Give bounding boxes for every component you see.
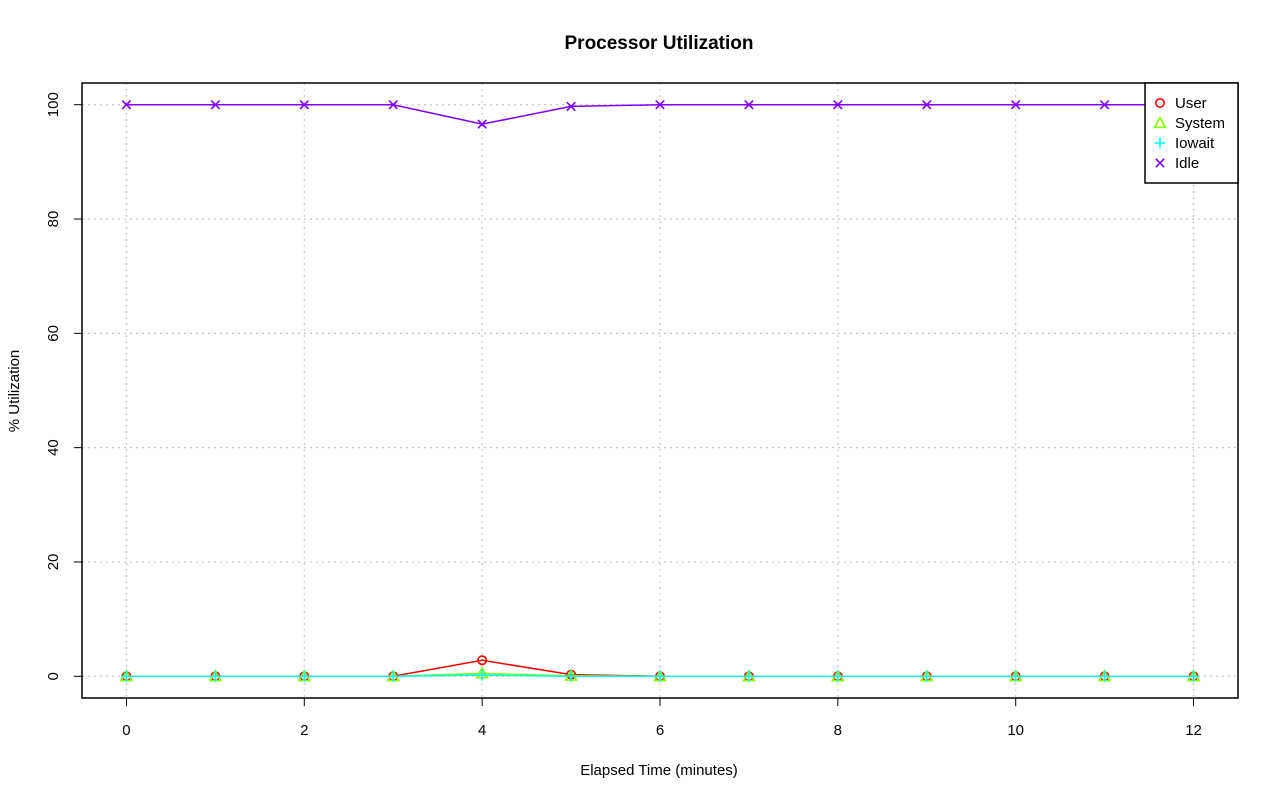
legend-marker-iowait: [1154, 137, 1166, 149]
x-tick-label: 4: [478, 722, 486, 739]
data-point-idle: [655, 99, 665, 110]
x-axis-label: Elapsed Time (minutes): [580, 762, 738, 779]
y-tick-label: 20: [45, 554, 62, 571]
x-tick-label: 6: [656, 722, 664, 739]
data-point-iowait: [476, 669, 488, 681]
legend-marker-user: [1155, 98, 1166, 109]
data-point-iowait: [832, 670, 844, 682]
data-point-iowait: [120, 670, 132, 682]
data-point-idle: [1099, 99, 1110, 110]
grid: [82, 83, 1238, 698]
data-point-idle: [210, 99, 221, 110]
data-point-iowait: [654, 670, 666, 682]
data-point-idle: [833, 99, 843, 110]
legend-label-user: User: [1175, 95, 1207, 112]
legend-marker-idle: [1155, 158, 1165, 168]
data-point-idle: [922, 99, 932, 110]
chart-title: Processor Utilization: [565, 33, 754, 54]
x-tick-label: 12: [1185, 722, 1202, 739]
data-point-idle: [566, 101, 576, 112]
data-point-idle: [121, 99, 132, 110]
data-point-user: [477, 655, 488, 666]
series-layer: [119, 99, 1201, 682]
y-tick-label: 80: [45, 211, 62, 228]
data-point-iowait: [1188, 670, 1200, 682]
legend-item-system: System: [1153, 115, 1225, 132]
y-tick-label: 100: [45, 92, 62, 117]
legend-item-iowait: Iowait: [1154, 135, 1215, 152]
y-axis-label: % Utilization: [6, 350, 23, 433]
x-tick-label: 8: [834, 722, 842, 739]
data-point-idle: [299, 99, 310, 110]
data-point-idle: [744, 99, 754, 110]
data-point-idle: [1010, 99, 1021, 110]
legend-marker-system: [1153, 115, 1167, 129]
data-point-iowait: [298, 670, 310, 682]
legend-label-iowait: Iowait: [1175, 135, 1215, 152]
legend-label-idle: Idle: [1175, 155, 1199, 172]
x-tick-label: 2: [300, 722, 308, 739]
legend-item-user: User: [1155, 95, 1207, 112]
axes: 0 2 4 6 8 10 12 0 20 40 60 80 100: [45, 92, 1202, 739]
legend: User System Iowait Idle: [1144, 82, 1239, 184]
y-tick-label: 60: [45, 325, 62, 342]
data-point-iowait: [1010, 670, 1022, 682]
data-point-iowait: [1099, 670, 1111, 682]
data-point-iowait: [209, 670, 221, 682]
data-point-iowait: [921, 670, 933, 682]
legend-label-system: System: [1175, 115, 1225, 132]
data-point-iowait: [743, 670, 755, 682]
y-tick-label: 0: [45, 672, 62, 680]
data-point-iowait: [565, 670, 577, 682]
data-point-iowait: [387, 670, 399, 682]
x-tick-label: 10: [1007, 722, 1024, 739]
legend-item-idle: Idle: [1155, 155, 1199, 172]
data-point-idle: [477, 119, 487, 129]
series-iowait: [120, 669, 1200, 682]
x-tick-label: 0: [122, 722, 130, 739]
legend-box: [1144, 82, 1239, 184]
data-point-idle: [388, 99, 398, 110]
y-tick-label: 40: [45, 439, 62, 456]
